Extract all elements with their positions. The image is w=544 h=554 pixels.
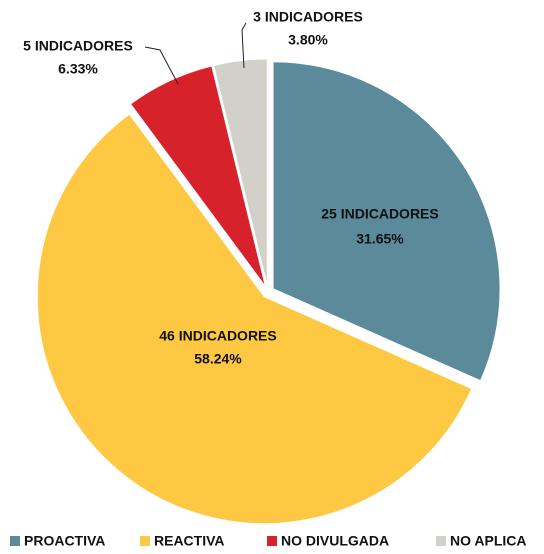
legend-label: NO APLICA — [450, 533, 526, 549]
legend-label: NO DIVULGADA — [281, 533, 389, 549]
leader-line — [144, 46, 179, 85]
slice-count-label: 46 INDICADORES — [159, 328, 276, 344]
pie-slice — [129, 65, 266, 287]
legend-label: PROACTIVA — [24, 533, 105, 549]
slice-count-label: 25 INDICADORES — [321, 206, 438, 222]
slice-value-label: 31.65% — [356, 231, 404, 247]
legend-swatch — [267, 536, 277, 546]
slice-value-label: 58.24% — [194, 351, 242, 367]
legend-label: REACTIVA — [154, 533, 225, 549]
legend-swatch — [140, 536, 150, 546]
pie-slice — [36, 113, 473, 525]
pie-slice — [272, 61, 501, 382]
slice-value-label: 6.33% — [58, 61, 98, 77]
legend-swatch — [10, 536, 20, 546]
slice-value-label: 3.80% — [288, 32, 328, 48]
leader-line — [241, 22, 247, 69]
legend-swatch — [436, 536, 446, 546]
slice-count-label: 3 INDICADORES — [253, 9, 363, 25]
pie-slice — [213, 58, 268, 287]
slice-count-label: 5 INDICADORES — [23, 38, 133, 54]
